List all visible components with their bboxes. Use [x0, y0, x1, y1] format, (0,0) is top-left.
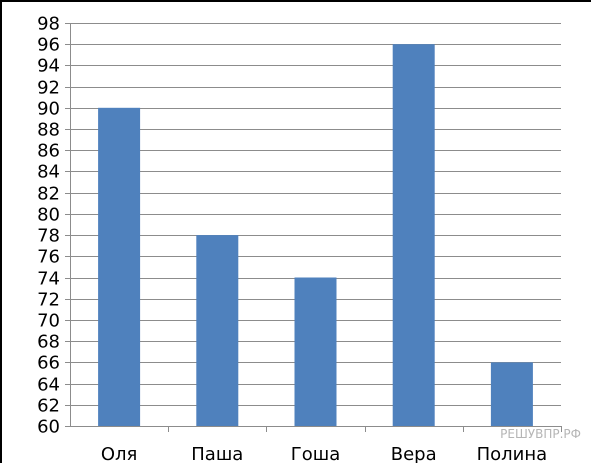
y-tick-label: 76 — [37, 247, 60, 268]
watermark: РЕШУВПР.РФ — [500, 427, 581, 441]
bar-5 — [490, 362, 533, 426]
y-tick-label: 68 — [37, 332, 60, 353]
x-tick-label: Гоша — [291, 444, 341, 463]
x-tick-label: Вера — [391, 444, 437, 463]
y-tick-label: 86 — [37, 141, 60, 162]
y-tick-label: 66 — [37, 353, 60, 374]
y-tick-label: 70 — [37, 311, 60, 332]
y-tick-label: 84 — [37, 162, 60, 183]
y-tick-label: 64 — [37, 375, 60, 396]
x-tick-labels: Оля Паша Гоша Вера Полина — [101, 444, 547, 463]
axes — [70, 23, 562, 432]
y-tick-label: 90 — [37, 99, 60, 120]
y-tick-label: 82 — [37, 184, 60, 205]
bar-3 — [294, 277, 337, 426]
bars — [98, 44, 533, 427]
y-tick-label: 60 — [37, 417, 60, 438]
x-tick-label: Полина — [477, 444, 548, 463]
bar-2 — [196, 235, 239, 426]
bar-1 — [98, 107, 141, 427]
y-tick-label: 74 — [37, 269, 60, 290]
y-tick-label: 92 — [37, 78, 60, 99]
y-tick-label: 80 — [37, 205, 60, 226]
y-tick-label: 98 — [37, 14, 60, 35]
y-tick-label: 88 — [37, 120, 60, 141]
y-tick-label: 94 — [37, 56, 60, 77]
y-tick-label: 78 — [37, 226, 60, 247]
x-tick-label: Паша — [191, 444, 243, 463]
x-tick-label: Оля — [101, 444, 138, 463]
y-tick-label: 96 — [37, 35, 60, 56]
y-tick-label: 62 — [37, 396, 60, 417]
y-tick-label: 72 — [37, 290, 60, 311]
bar-4 — [392, 44, 435, 426]
